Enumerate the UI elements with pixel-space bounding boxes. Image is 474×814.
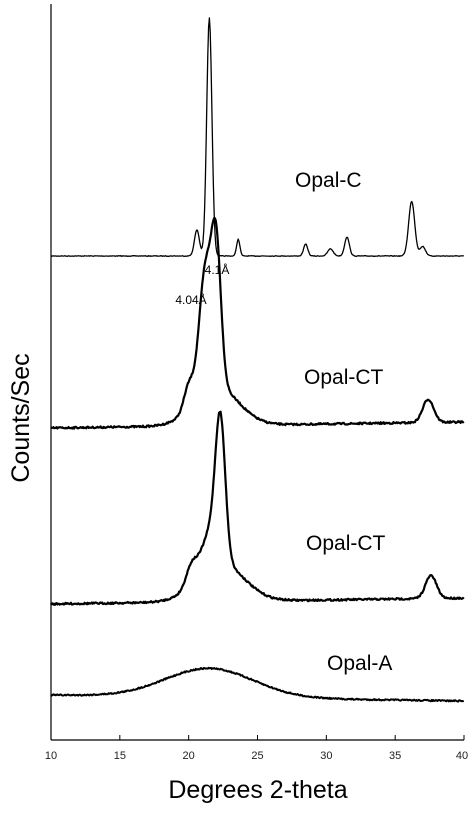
trace-opal-c-0 <box>50 17 464 257</box>
series-label-0: Opal-C <box>295 169 362 192</box>
trace-opal-ct-1 <box>50 216 465 430</box>
y-axis-title: Counts/Sec <box>7 353 35 482</box>
trace-opal-a-3 <box>50 666 465 703</box>
annotations-group: 4.1Å 4.04Å <box>175 262 229 307</box>
x-tick-label-40: 40 <box>456 750 468 762</box>
series-label-1: Opal-CT <box>304 366 384 389</box>
x-tick-label-30: 30 <box>320 750 332 762</box>
peak-annotation-0: 4.1Å <box>205 262 230 277</box>
x-tick-label-20: 20 <box>183 750 195 762</box>
series-label-2: Opal-CT <box>306 532 386 555</box>
peak-annotation-1: 4.04Å <box>175 292 206 307</box>
series-label-3: Opal-A <box>327 652 392 675</box>
x-tick-label-10: 10 <box>45 750 57 762</box>
x-axis-title: Degrees 2-theta <box>168 776 347 804</box>
x-tick-label-25: 25 <box>251 750 263 762</box>
x-tick-label-35: 35 <box>389 750 401 762</box>
x-tick-label-15: 15 <box>114 750 126 762</box>
trace-opal-ct-2 <box>50 410 465 606</box>
traces-group <box>50 17 465 703</box>
series-labels-group: Opal-C Opal-CT Opal-CT Opal-A <box>295 169 392 675</box>
x-ticks-group: 10 15 20 25 30 35 40 <box>45 735 468 762</box>
